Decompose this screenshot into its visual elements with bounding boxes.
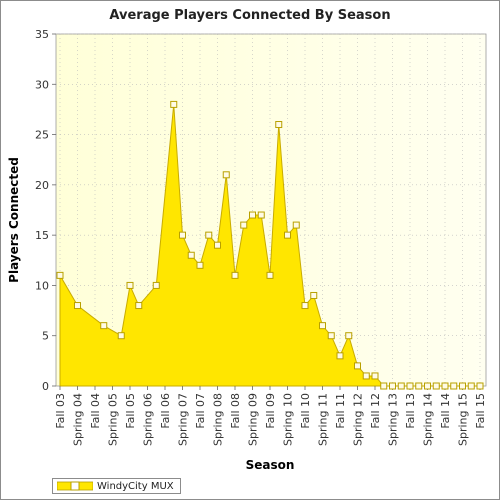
legend-label: WindyCity MUX <box>97 480 174 492</box>
x-tick-label: Fall 04 <box>89 393 102 429</box>
series-markers <box>56 100 484 390</box>
y-tick-label: 10 <box>35 279 49 292</box>
x-tick-label: Fall 10 <box>299 393 312 429</box>
x-tick-label: Spring 06 <box>142 393 155 446</box>
y-tick-label: 30 <box>35 78 49 91</box>
y-tick-label: 5 <box>42 330 49 343</box>
data-point <box>117 332 125 340</box>
x-tick-label: Fall 07 <box>194 393 207 429</box>
data-point <box>415 382 423 390</box>
data-point <box>214 241 221 249</box>
data-point <box>450 382 458 390</box>
data-point <box>126 281 134 289</box>
legend-swatch <box>57 481 93 491</box>
data-point <box>476 382 484 390</box>
data-point <box>389 382 396 390</box>
x-tick-label: Spring 13 <box>387 393 400 446</box>
data-point <box>249 211 256 219</box>
x-axis-label: Season <box>245 458 295 472</box>
data-point <box>397 382 405 390</box>
x-tick-label: Spring 09 <box>247 393 260 446</box>
x-tick-label: Fall 15 <box>474 393 487 429</box>
data-point <box>310 291 318 299</box>
y-tick-label: 15 <box>35 229 49 242</box>
data-point <box>292 221 300 229</box>
data-point <box>179 231 186 239</box>
x-tick-label: Fall 11 <box>334 393 347 429</box>
x-tick-label: Fall 09 <box>264 393 277 429</box>
x-tick-label: Fall 06 <box>159 393 172 429</box>
data-point <box>441 382 449 390</box>
legend: WindyCity MUX <box>52 478 181 494</box>
x-tick-label: Spring 10 <box>282 393 295 446</box>
x-tick-label: Fall 03 <box>54 393 67 429</box>
data-point <box>424 382 431 390</box>
data-point <box>362 372 370 380</box>
data-point <box>354 362 361 370</box>
x-tick-label: Spring 04 <box>72 393 85 446</box>
data-point <box>459 382 466 390</box>
data-point <box>222 171 230 179</box>
x-tick-label: Spring 12 <box>352 393 365 446</box>
data-point <box>231 271 239 279</box>
data-point <box>152 281 160 289</box>
x-tick-label: Fall 05 <box>124 393 137 429</box>
data-point <box>205 231 213 239</box>
x-tick-label: Fall 14 <box>439 393 452 429</box>
chart-title: Average Players Connected By Season <box>109 8 391 23</box>
data-point <box>336 352 344 360</box>
x-tick-label: Fall 13 <box>404 393 417 429</box>
data-point <box>240 221 248 229</box>
data-point <box>345 332 353 340</box>
data-point <box>406 382 414 390</box>
y-ticks: 0 5 10 15 20 25 30 35 <box>35 28 56 393</box>
data-point <box>380 382 388 390</box>
y-tick-label: 25 <box>35 129 49 142</box>
data-point <box>257 211 265 219</box>
data-point <box>196 261 204 269</box>
x-tick-label: Fall 08 <box>229 393 242 429</box>
data-point <box>319 322 326 330</box>
data-point <box>467 382 475 390</box>
data-point <box>284 231 291 239</box>
y-tick-label: 20 <box>35 179 49 192</box>
data-point <box>432 382 440 390</box>
data-point <box>266 271 274 279</box>
data-point <box>301 302 309 310</box>
data-point <box>56 271 64 279</box>
x-ticks: Fall 03 Spring 04 Fall 04 Spring 05 Fall 05 S… <box>54 386 487 446</box>
data-point <box>187 251 195 259</box>
x-tick-label: Spring 15 <box>457 393 470 446</box>
x-tick-label: Spring 14 <box>422 393 435 446</box>
y-tick-label: 35 <box>35 28 49 41</box>
data-point <box>135 302 143 310</box>
x-tick-label: Spring 08 <box>212 393 225 446</box>
data-point <box>100 322 108 330</box>
data-point <box>371 372 379 380</box>
x-tick-label: Spring 11 <box>317 393 330 446</box>
x-tick-label: Spring 05 <box>107 393 120 446</box>
y-tick-label: 0 <box>42 380 49 393</box>
data-point <box>170 100 178 108</box>
data-point <box>74 302 81 310</box>
x-tick-label: Spring 07 <box>177 393 190 446</box>
data-point <box>275 121 283 129</box>
x-tick-label: Fall 12 <box>369 393 382 429</box>
grid <box>56 33 486 386</box>
data-point <box>327 332 335 340</box>
